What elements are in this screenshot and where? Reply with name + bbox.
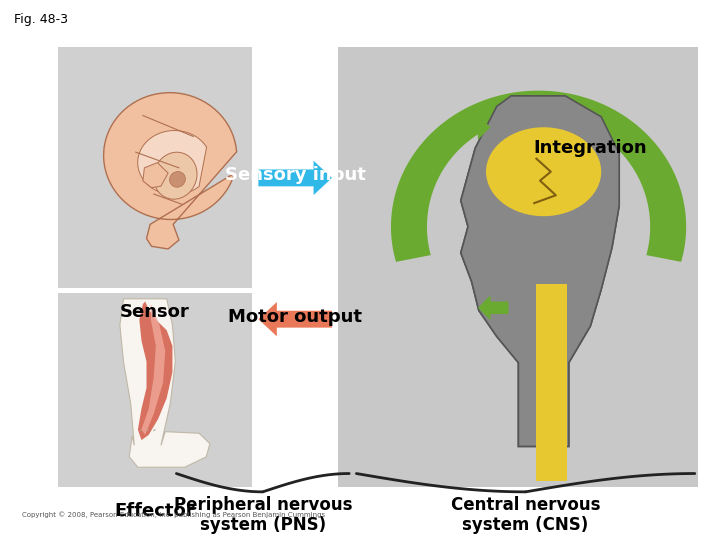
Polygon shape	[461, 96, 619, 447]
FancyBboxPatch shape	[58, 47, 252, 288]
Ellipse shape	[169, 172, 186, 187]
Polygon shape	[120, 299, 210, 467]
Text: Peripheral nervous
system (PNS): Peripheral nervous system (PNS)	[174, 496, 352, 534]
Ellipse shape	[153, 152, 197, 199]
FancyBboxPatch shape	[338, 47, 698, 487]
FancyArrowPatch shape	[460, 115, 490, 140]
FancyArrowPatch shape	[478, 295, 508, 320]
Polygon shape	[142, 304, 166, 435]
Text: Sensor: Sensor	[120, 303, 189, 321]
Ellipse shape	[486, 127, 601, 216]
Text: Motor output: Motor output	[228, 308, 362, 326]
FancyArrowPatch shape	[258, 161, 332, 195]
FancyBboxPatch shape	[58, 293, 252, 487]
Text: Sensory input: Sensory input	[225, 166, 366, 184]
Text: Effector: Effector	[114, 502, 195, 521]
Polygon shape	[391, 91, 686, 262]
Polygon shape	[104, 93, 237, 249]
Text: Copyright © 2008, Pearson Education, Inc. publishing as Pearson Benjamin Cumming: Copyright © 2008, Pearson Education, Inc…	[22, 511, 325, 518]
Polygon shape	[138, 301, 173, 440]
FancyArrowPatch shape	[258, 302, 332, 336]
Polygon shape	[138, 131, 207, 195]
Text: Integration: Integration	[534, 139, 647, 157]
Polygon shape	[536, 284, 567, 481]
Polygon shape	[143, 163, 168, 188]
Ellipse shape	[486, 127, 601, 216]
Polygon shape	[536, 284, 567, 481]
Text: Fig. 48-3: Fig. 48-3	[14, 13, 68, 26]
Text: Central nervous
system (CNS): Central nervous system (CNS)	[451, 496, 600, 534]
Polygon shape	[461, 96, 619, 447]
